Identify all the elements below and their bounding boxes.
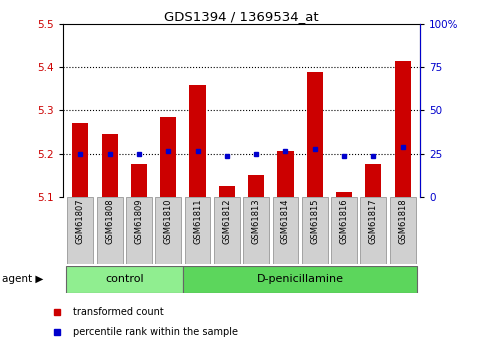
Bar bbox=[360, 197, 386, 264]
Text: GSM61817: GSM61817 bbox=[369, 199, 378, 244]
Text: GSM61813: GSM61813 bbox=[252, 199, 261, 244]
Text: transformed count: transformed count bbox=[73, 307, 164, 317]
Bar bbox=[302, 197, 327, 264]
Bar bbox=[272, 197, 298, 264]
Bar bbox=[336, 192, 352, 197]
Text: GSM61808: GSM61808 bbox=[105, 199, 114, 244]
Text: GSM61815: GSM61815 bbox=[310, 199, 319, 244]
Text: GSM61818: GSM61818 bbox=[398, 199, 407, 244]
Bar bbox=[365, 164, 382, 197]
Text: percentile rank within the sample: percentile rank within the sample bbox=[73, 327, 238, 337]
Bar bbox=[126, 197, 152, 264]
Bar bbox=[72, 123, 88, 197]
Bar bbox=[390, 197, 415, 264]
Bar bbox=[183, 266, 417, 293]
Text: agent ▶: agent ▶ bbox=[2, 275, 44, 284]
Text: GSM61814: GSM61814 bbox=[281, 199, 290, 244]
Text: control: control bbox=[105, 275, 143, 284]
Text: GSM61809: GSM61809 bbox=[134, 199, 143, 244]
Text: GSM61812: GSM61812 bbox=[222, 199, 231, 244]
Text: GSM61810: GSM61810 bbox=[164, 199, 173, 244]
Bar bbox=[156, 197, 181, 264]
Bar bbox=[66, 266, 183, 293]
Text: D-penicillamine: D-penicillamine bbox=[256, 275, 343, 284]
Bar bbox=[248, 175, 264, 197]
Text: GSM61816: GSM61816 bbox=[340, 199, 349, 244]
Bar bbox=[214, 197, 240, 264]
Bar bbox=[160, 117, 176, 197]
Bar bbox=[395, 61, 411, 197]
Bar bbox=[189, 85, 206, 197]
Title: GDS1394 / 1369534_at: GDS1394 / 1369534_at bbox=[164, 10, 319, 23]
Text: GSM61811: GSM61811 bbox=[193, 199, 202, 244]
Bar bbox=[277, 151, 294, 197]
Bar bbox=[331, 197, 357, 264]
Bar bbox=[243, 197, 269, 264]
Bar bbox=[101, 134, 118, 197]
Bar bbox=[185, 197, 211, 264]
Bar bbox=[131, 164, 147, 197]
Bar bbox=[97, 197, 123, 264]
Bar bbox=[219, 186, 235, 197]
Text: GSM61807: GSM61807 bbox=[76, 199, 85, 244]
Bar bbox=[307, 71, 323, 197]
Bar bbox=[68, 197, 93, 264]
